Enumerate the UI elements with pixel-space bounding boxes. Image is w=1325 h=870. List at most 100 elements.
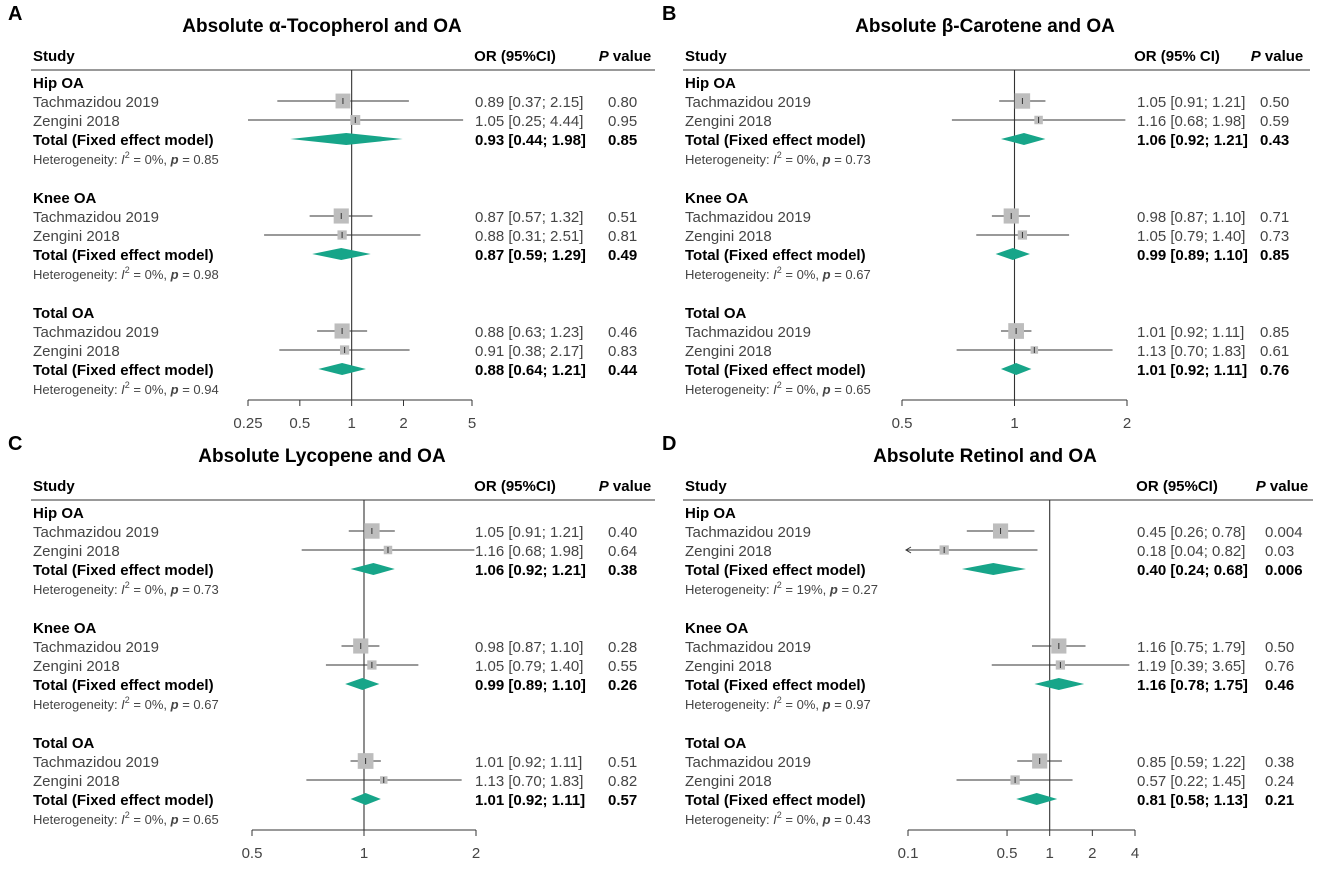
total-or-ci: 1.01 [0.92; 1.11] <box>1137 362 1247 379</box>
ci-arrow <box>905 546 912 554</box>
group-title: Hip OA <box>685 505 736 522</box>
total-p-value: 0.57 <box>608 792 637 809</box>
total-label: Total (Fixed effect model) <box>33 247 214 264</box>
study-name: Zengini 2018 <box>685 113 772 130</box>
pooled-effect-diamond <box>312 248 371 260</box>
panel-letter: A <box>8 3 22 25</box>
panel-title: Absolute α-Tocopherol and OA <box>182 16 462 37</box>
x-tick-label: 0.5 <box>289 415 310 432</box>
heterogeneity-text: Heterogeneity: I2 = 0%, p = 0.43 <box>685 810 871 827</box>
study-header: Study <box>685 478 727 495</box>
study-name: Tachmazidou 2019 <box>33 209 159 226</box>
study-p-value: 0.82 <box>608 773 637 790</box>
total-label: Total (Fixed effect model) <box>685 562 866 579</box>
study-or-ci: 0.98 [0.87; 1.10] <box>1137 209 1245 226</box>
or-header: OR (95%CI) <box>474 48 556 65</box>
or-header: OR (95%CI) <box>1136 478 1218 495</box>
total-or-ci: 0.99 [0.89; 1.10] <box>475 677 586 694</box>
total-p-value: 0.49 <box>608 247 637 264</box>
x-tick-label: 1 <box>1046 845 1054 862</box>
or-header: OR (95% CI) <box>1134 48 1220 65</box>
heterogeneity-text: Heterogeneity: I2 = 19%, p = 0.27 <box>685 580 878 597</box>
total-or-ci: 1.06 [0.92; 1.21] <box>1137 132 1248 149</box>
study-or-ci: 0.88 [0.63; 1.23] <box>475 324 583 341</box>
study-p-value: 0.61 <box>1260 343 1289 360</box>
study-p-value: 0.81 <box>608 228 637 245</box>
group-title: Hip OA <box>33 75 84 92</box>
total-p-value: 0.46 <box>1265 677 1294 694</box>
group-title: Knee OA <box>685 620 749 637</box>
pooled-effect-diamond <box>290 133 403 145</box>
total-or-ci: 0.81 [0.58; 1.13] <box>1137 792 1248 809</box>
total-label: Total (Fixed effect model) <box>33 792 214 809</box>
group-title: Hip OA <box>685 75 736 92</box>
p-value-header: P value <box>1256 478 1309 495</box>
heterogeneity-text: Heterogeneity: I2 = 0%, p = 0.73 <box>685 150 871 167</box>
total-or-ci: 0.40 [0.24; 0.68] <box>1137 562 1248 579</box>
study-or-ci: 0.18 [0.04; 0.82] <box>1137 543 1245 560</box>
study-p-value: 0.55 <box>608 658 637 675</box>
total-or-ci: 0.88 [0.64; 1.21] <box>475 362 586 379</box>
study-p-value: 0.24 <box>1265 773 1294 790</box>
study-p-value: 0.76 <box>1265 658 1294 675</box>
pooled-effect-diamond <box>1016 793 1058 805</box>
study-or-ci: 1.19 [0.39; 3.65] <box>1137 658 1245 675</box>
p-value-header: P value <box>599 478 652 495</box>
total-or-ci: 1.16 [0.78; 1.75] <box>1137 677 1248 694</box>
study-name: Tachmazidou 2019 <box>33 324 159 341</box>
study-or-ci: 1.05 [0.91; 1.21] <box>475 524 583 541</box>
study-name: Tachmazidou 2019 <box>685 524 811 541</box>
pooled-effect-diamond <box>350 563 395 575</box>
study-name: Tachmazidou 2019 <box>685 639 811 656</box>
study-p-value: 0.80 <box>608 94 637 111</box>
total-p-value: 0.21 <box>1265 792 1294 809</box>
study-p-value: 0.85 <box>1260 324 1289 341</box>
study-header: Study <box>685 48 727 65</box>
heterogeneity-text: Heterogeneity: I2 = 0%, p = 0.85 <box>33 150 219 167</box>
study-p-value: 0.50 <box>1265 639 1294 656</box>
study-name: Tachmazidou 2019 <box>685 324 811 341</box>
group-title: Knee OA <box>33 190 97 207</box>
panel-title: Absolute Retinol and OA <box>873 446 1097 467</box>
study-name: Zengini 2018 <box>33 773 120 790</box>
study-p-value: 0.64 <box>608 543 637 560</box>
study-p-value: 0.004 <box>1265 524 1303 541</box>
study-name: Tachmazidou 2019 <box>685 209 811 226</box>
study-name: Tachmazidou 2019 <box>685 94 811 111</box>
x-tick-label: 2 <box>472 845 480 862</box>
panel-letter: C <box>8 433 22 455</box>
study-p-value: 0.28 <box>608 639 637 656</box>
x-tick-label: 4 <box>1131 845 1139 862</box>
study-or-ci: 0.98 [0.87; 1.10] <box>475 639 583 656</box>
x-tick-label: 1 <box>360 845 368 862</box>
study-p-value: 0.59 <box>1260 113 1289 130</box>
total-label: Total (Fixed effect model) <box>685 792 866 809</box>
study-p-value: 0.95 <box>608 113 637 130</box>
total-or-ci: 1.01 [0.92; 1.11] <box>475 792 585 809</box>
group-title: Total OA <box>33 305 95 322</box>
or-header: OR (95%CI) <box>474 478 556 495</box>
total-p-value: 0.43 <box>1260 132 1289 149</box>
p-value-header: P value <box>599 48 652 65</box>
study-or-ci: 1.13 [0.70; 1.83] <box>1137 343 1245 360</box>
x-tick-label: 2 <box>399 415 407 432</box>
total-p-value: 0.85 <box>1260 247 1289 264</box>
study-or-ci: 0.91 [0.38; 2.17] <box>475 343 583 360</box>
x-tick-label: 0.5 <box>892 415 913 432</box>
x-tick-label: 1 <box>1010 415 1018 432</box>
study-or-ci: 0.57 [0.22; 1.45] <box>1137 773 1245 790</box>
study-header: Study <box>33 48 75 65</box>
pooled-effect-diamond <box>1000 363 1032 375</box>
study-or-ci: 1.13 [0.70; 1.83] <box>475 773 583 790</box>
x-tick-label: 5 <box>468 415 476 432</box>
study-name: Zengini 2018 <box>685 543 772 560</box>
study-name: Tachmazidou 2019 <box>33 639 159 656</box>
total-or-ci: 0.99 [0.89; 1.10] <box>1137 247 1248 264</box>
x-tick-label: 0.5 <box>242 845 263 862</box>
study-or-ci: 0.85 [0.59; 1.22] <box>1137 754 1245 771</box>
study-or-ci: 0.87 [0.57; 1.32] <box>475 209 583 226</box>
total-label: Total (Fixed effect model) <box>685 132 866 149</box>
total-p-value: 0.44 <box>608 362 638 379</box>
study-name: Zengini 2018 <box>685 773 772 790</box>
pooled-effect-diamond <box>1034 678 1085 690</box>
